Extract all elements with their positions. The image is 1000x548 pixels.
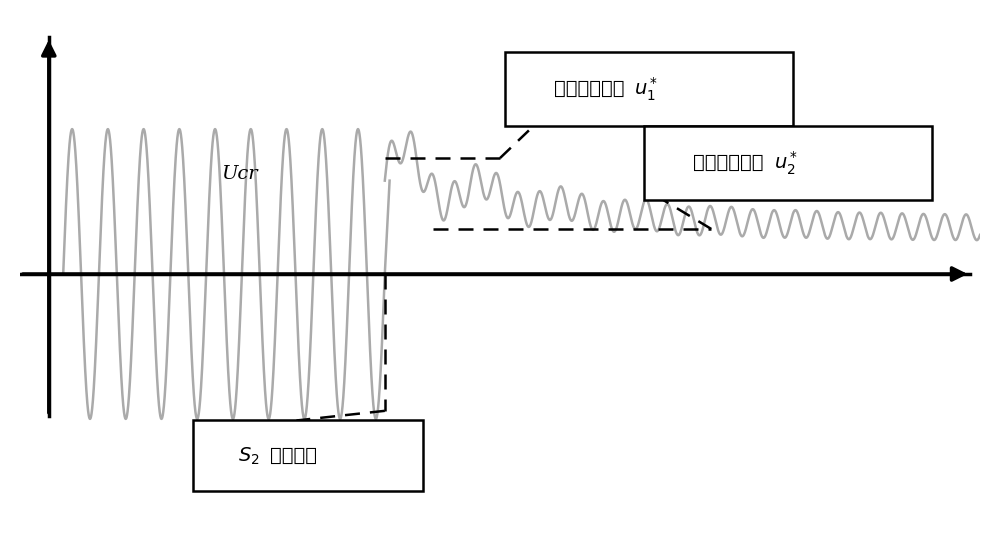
Text: 第一阙值电压: 第一阙值电压 (554, 79, 625, 99)
FancyBboxPatch shape (193, 420, 423, 492)
Text: 开路故障: 开路故障 (270, 447, 317, 465)
FancyBboxPatch shape (644, 126, 932, 200)
Text: $u_1^*$: $u_1^*$ (634, 75, 659, 102)
FancyBboxPatch shape (505, 52, 793, 126)
Text: Ucr: Ucr (222, 165, 258, 183)
Text: 第三阙值电压: 第三阙值电压 (694, 153, 764, 173)
Text: $S_2$: $S_2$ (238, 446, 260, 466)
Text: $u_2^*$: $u_2^*$ (774, 149, 798, 176)
